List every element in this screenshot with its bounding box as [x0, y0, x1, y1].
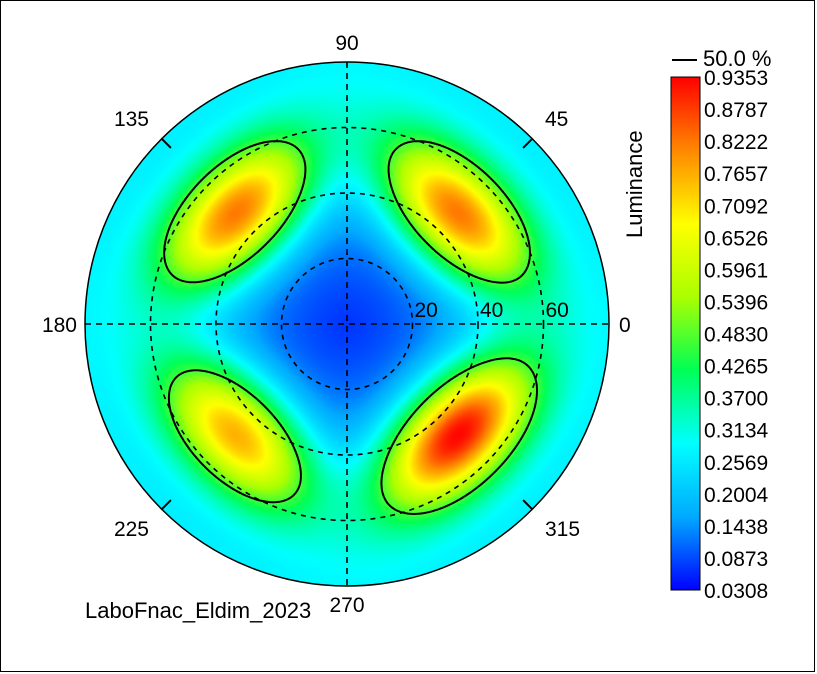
angle-label-0: 0	[619, 314, 631, 337]
colorbar-tick-label: 0.4830	[704, 324, 768, 347]
colorbar-tick-label: 0.7092	[704, 195, 768, 218]
boundary-tick-45	[522, 137, 534, 149]
colorbar-tick-label: 0.4265	[704, 356, 768, 379]
colorbar-title: Luminance	[622, 130, 647, 238]
radial-label-20: 20	[415, 299, 438, 322]
colorbar-tick-label: 0.5396	[704, 291, 768, 314]
contour-legend-label: 50.0 %	[703, 46, 772, 71]
colorbar-tick-label: 0.6526	[704, 227, 768, 250]
colorbar-tick-label: 0.1438	[704, 516, 768, 539]
footer-text: LaboFnac_Eldim_2023	[85, 598, 311, 623]
angle-label-315: 315	[545, 518, 580, 541]
angle-label-45: 45	[545, 108, 568, 131]
angle-label-90: 90	[335, 32, 358, 55]
radial-label-40: 40	[480, 299, 503, 322]
colorbar-tick-label: 0.5961	[704, 259, 768, 282]
grid-circle-40	[215, 192, 479, 456]
colorbar-tick-label: 0.0873	[704, 548, 768, 571]
colorbar-tick-label: 0.7657	[704, 163, 768, 186]
colorbar-tick-label: 0.8787	[704, 99, 768, 122]
angle-label-180: 180	[42, 314, 77, 337]
boundary-tick-135	[160, 137, 172, 149]
grid-circle-60	[149, 126, 545, 522]
colorbar-tick-label: 0.3700	[704, 388, 768, 411]
colorbar-tick-label: 0.0308	[704, 580, 768, 603]
grid-circle-20	[280, 257, 414, 391]
outer-boundary	[84, 61, 610, 587]
colorbar-tick-label: 0.8222	[704, 131, 768, 154]
boundary-tick-225	[160, 499, 172, 511]
radial-label-60: 60	[546, 299, 569, 322]
angle-label-225: 225	[114, 518, 149, 541]
colorbar-tick-label: 0.3134	[704, 420, 769, 443]
angle-label-270: 270	[329, 594, 364, 617]
angle-label-135: 135	[114, 108, 149, 131]
colorbar-tick-label: 0.2004	[704, 484, 769, 507]
contour-line	[163, 140, 538, 515]
colorbar-gradient	[670, 76, 701, 591]
colorbar-tick-label: 0.9353	[704, 67, 768, 90]
luminance-heatmap	[85, 62, 609, 586]
colorbar-tick-label: 0.2569	[704, 452, 768, 475]
boundary-tick-315	[522, 499, 534, 511]
